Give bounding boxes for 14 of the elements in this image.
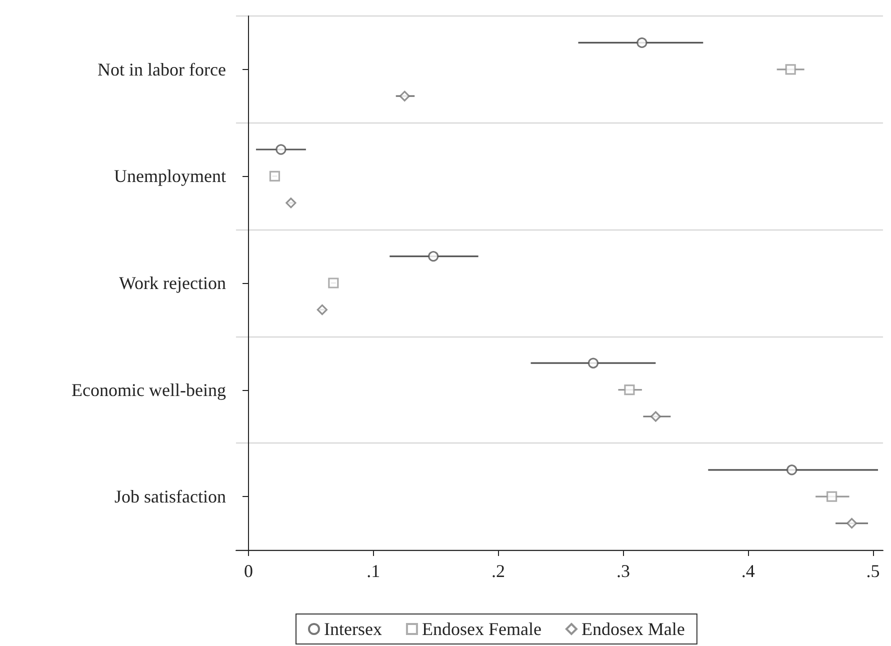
x-tick-label: .5 — [866, 561, 880, 581]
y-tick-label: Work rejection — [118, 273, 226, 293]
y-tick-label: Job satisfaction — [114, 486, 226, 507]
legend-label: Endosex Male — [581, 619, 685, 639]
y-tick-label: Economic well-being — [72, 380, 226, 400]
legend-label: Endosex Female — [422, 619, 542, 639]
y-tick-label: Not in labor force — [98, 59, 226, 80]
x-tick-label: .2 — [492, 561, 506, 581]
x-tick-label: .3 — [616, 561, 630, 581]
legend-label: Intersex — [324, 619, 382, 639]
y-tick-label: Unemployment — [114, 166, 226, 186]
x-tick-label: .1 — [366, 561, 380, 581]
x-tick-label: 0 — [244, 561, 253, 581]
x-tick-label: .4 — [741, 561, 755, 581]
